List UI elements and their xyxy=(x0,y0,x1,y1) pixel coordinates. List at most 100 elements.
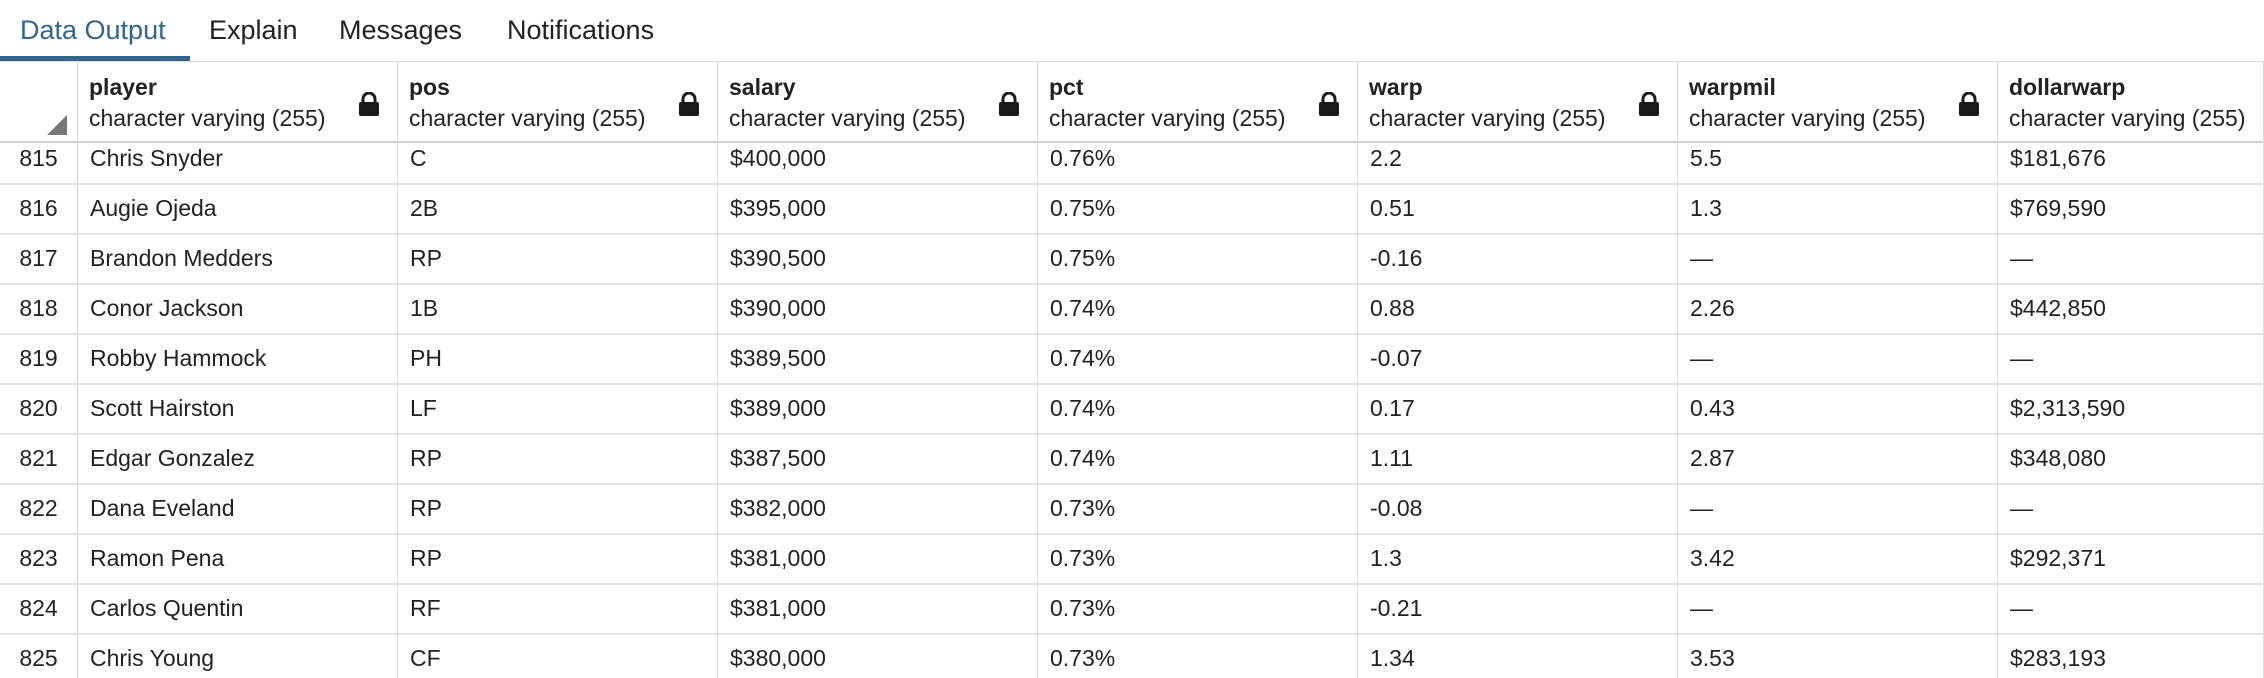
table-cell-warp[interactable]: 2.2 xyxy=(1358,135,1678,183)
column-header-3[interactable]: pct character varying (255) xyxy=(1038,62,1358,141)
table-row[interactable]: 815 Chris Snyder C $400,000 0.76% 2.2 5.5 $181,… xyxy=(0,135,2264,185)
table-row[interactable]: 820 Scott Hairston LF $389,000 0.74% 0.17 0.43… xyxy=(0,385,2264,435)
table-cell-dollarwarp[interactable]: — xyxy=(1998,235,2264,283)
table-cell-salary[interactable]: $387,500 xyxy=(718,435,1038,483)
table-cell-pct[interactable]: 0.76% xyxy=(1038,135,1358,183)
column-header-0[interactable]: player character varying (255) xyxy=(78,62,398,141)
tab-notifications[interactable]: Notifications xyxy=(507,15,655,45)
table-cell-player[interactable]: Ramon Pena xyxy=(78,535,398,583)
column-header-1[interactable]: pos character varying (255) xyxy=(398,62,718,141)
table-cell-dollarwarp[interactable]: $769,590 xyxy=(1998,185,2264,233)
table-cell-pct[interactable]: 0.75% xyxy=(1038,235,1358,283)
table-cell-salary[interactable]: $381,000 xyxy=(718,535,1038,583)
table-cell-salary[interactable]: $390,500 xyxy=(718,235,1038,283)
table-cell-warpmil[interactable]: — xyxy=(1678,585,1998,633)
table-cell-dollarwarp[interactable]: $2,313,590 xyxy=(1998,385,2264,433)
table-cell-warp[interactable]: -0.08 xyxy=(1358,485,1678,533)
column-header-6[interactable]: dollarwarp character varying (255) xyxy=(1998,62,2264,141)
table-cell-warpmil[interactable]: 0.43 xyxy=(1678,385,1998,433)
table-cell-pct[interactable]: 0.74% xyxy=(1038,285,1358,333)
table-cell-warp[interactable]: -0.16 xyxy=(1358,235,1678,283)
table-cell-dollarwarp[interactable]: — xyxy=(1998,485,2264,533)
table-cell-salary[interactable]: $400,000 xyxy=(718,135,1038,183)
table-cell-pct[interactable]: 0.73% xyxy=(1038,635,1358,678)
table-row[interactable]: 818 Conor Jackson 1B $390,000 0.74% 0.88 2.26 $… xyxy=(0,285,2264,335)
table-cell-warp[interactable]: -0.21 xyxy=(1358,585,1678,633)
table-cell-player[interactable]: Chris Young xyxy=(78,635,398,678)
tab-explain[interactable]: Explain xyxy=(209,15,298,45)
table-cell-player[interactable]: Brandon Medders xyxy=(78,235,398,283)
table-cell-pos[interactable]: PH xyxy=(398,335,718,383)
table-cell-player[interactable]: Augie Ojeda xyxy=(78,185,398,233)
table-cell-player[interactable]: Edgar Gonzalez xyxy=(78,435,398,483)
row-number[interactable]: 823 xyxy=(0,535,78,583)
table-row[interactable]: 816 Augie Ojeda 2B $395,000 0.75% 0.51 1.3 $769… xyxy=(0,185,2264,235)
table-cell-pct[interactable]: 0.74% xyxy=(1038,385,1358,433)
tab-data-output[interactable]: Data Output xyxy=(20,15,166,45)
table-cell-player[interactable]: Scott Hairston xyxy=(78,385,398,433)
table-cell-salary[interactable]: $389,500 xyxy=(718,335,1038,383)
table-cell-dollarwarp[interactable]: — xyxy=(1998,335,2264,383)
table-cell-salary[interactable]: $389,000 xyxy=(718,385,1038,433)
row-number[interactable]: 822 xyxy=(0,485,78,533)
table-cell-warpmil[interactable]: 3.53 xyxy=(1678,635,1998,678)
row-number[interactable]: 815 xyxy=(0,135,78,183)
table-cell-warpmil[interactable]: 1.3 xyxy=(1678,185,1998,233)
table-row[interactable]: 822 Dana Eveland RP $382,000 0.73% -0.08— — xyxy=(0,485,2264,535)
table-cell-warp[interactable]: 0.88 xyxy=(1358,285,1678,333)
table-cell-salary[interactable]: $381,000 xyxy=(718,585,1038,633)
table-cell-warpmil[interactable]: 2.26 xyxy=(1678,285,1998,333)
table-cell-salary[interactable]: $390,000 xyxy=(718,285,1038,333)
table-row[interactable]: 821 Edgar Gonzalez RP $387,500 0.74% 1.11 2.87… xyxy=(0,435,2264,485)
table-cell-pct[interactable]: 0.73% xyxy=(1038,485,1358,533)
table-cell-pos[interactable]: C xyxy=(398,135,718,183)
table-cell-pos[interactable]: 1B xyxy=(398,285,718,333)
tab-messages[interactable]: Messages xyxy=(339,15,463,45)
table-row[interactable]: 819 Robby Hammock PH $389,500 0.74% -0.07— — xyxy=(0,335,2264,385)
table-cell-salary[interactable]: $380,000 xyxy=(718,635,1038,678)
table-cell-pct[interactable]: 0.73% xyxy=(1038,585,1358,633)
column-header-2[interactable]: salary character varying (255) xyxy=(718,62,1038,141)
table-cell-pos[interactable]: RP xyxy=(398,485,718,533)
table-cell-warpmil[interactable]: — xyxy=(1678,335,1998,383)
column-header-4[interactable]: warp character varying (255) xyxy=(1358,62,1678,141)
table-cell-dollarwarp[interactable]: — xyxy=(1998,585,2264,633)
table-cell-dollarwarp[interactable]: $181,676 xyxy=(1998,135,2264,183)
table-cell-warp[interactable]: 1.3 xyxy=(1358,535,1678,583)
table-cell-warpmil[interactable]: — xyxy=(1678,235,1998,283)
table-cell-dollarwarp[interactable]: $442,850 xyxy=(1998,285,2264,333)
select-all-corner[interactable] xyxy=(0,62,78,141)
table-cell-pos[interactable]: RP xyxy=(398,235,718,283)
table-cell-warp[interactable]: 0.17 xyxy=(1358,385,1678,433)
table-cell-dollarwarp[interactable]: $283,193 xyxy=(1998,635,2264,678)
table-cell-warpmil[interactable]: 3.42 xyxy=(1678,535,1998,583)
table-cell-warp[interactable]: 1.34 xyxy=(1358,635,1678,678)
table-cell-warp[interactable]: -0.07 xyxy=(1358,335,1678,383)
table-cell-pos[interactable]: RF xyxy=(398,585,718,633)
row-number[interactable]: 825 xyxy=(0,635,78,678)
table-cell-pct[interactable]: 0.74% xyxy=(1038,335,1358,383)
table-row[interactable]: 825 Chris Young CF $380,000 0.73% 1.34 3.53 $28… xyxy=(0,635,2264,678)
table-cell-player[interactable]: Robby Hammock xyxy=(78,335,398,383)
table-row[interactable]: 823 Ramon Pena RP $381,000 0.73% 1.3 3.42 $292,… xyxy=(0,535,2264,585)
table-row[interactable]: 824 Carlos Quentin RF $381,000 0.73% -0.21— — xyxy=(0,585,2264,635)
table-cell-pct[interactable]: 0.73% xyxy=(1038,535,1358,583)
table-cell-warpmil[interactable]: 5.5 xyxy=(1678,135,1998,183)
table-cell-pos[interactable]: RP xyxy=(398,535,718,583)
row-number[interactable]: 818 xyxy=(0,285,78,333)
row-number[interactable]: 820 xyxy=(0,385,78,433)
row-number[interactable]: 817 xyxy=(0,235,78,283)
row-number[interactable]: 821 xyxy=(0,435,78,483)
table-cell-pos[interactable]: RP xyxy=(398,435,718,483)
table-cell-player[interactable]: Carlos Quentin xyxy=(78,585,398,633)
table-cell-pos[interactable]: CF xyxy=(398,635,718,678)
table-row[interactable]: 817 Brandon Medders RP $390,500 0.75% -0.16— — xyxy=(0,235,2264,285)
table-cell-warpmil[interactable]: 2.87 xyxy=(1678,435,1998,483)
table-cell-player[interactable]: Conor Jackson xyxy=(78,285,398,333)
table-cell-pos[interactable]: LF xyxy=(398,385,718,433)
table-cell-dollarwarp[interactable]: $292,371 xyxy=(1998,535,2264,583)
table-cell-pct[interactable]: 0.74% xyxy=(1038,435,1358,483)
column-header-5[interactable]: warpmil character varying (255) xyxy=(1678,62,1998,141)
row-number[interactable]: 824 xyxy=(0,585,78,633)
row-number[interactable]: 816 xyxy=(0,185,78,233)
